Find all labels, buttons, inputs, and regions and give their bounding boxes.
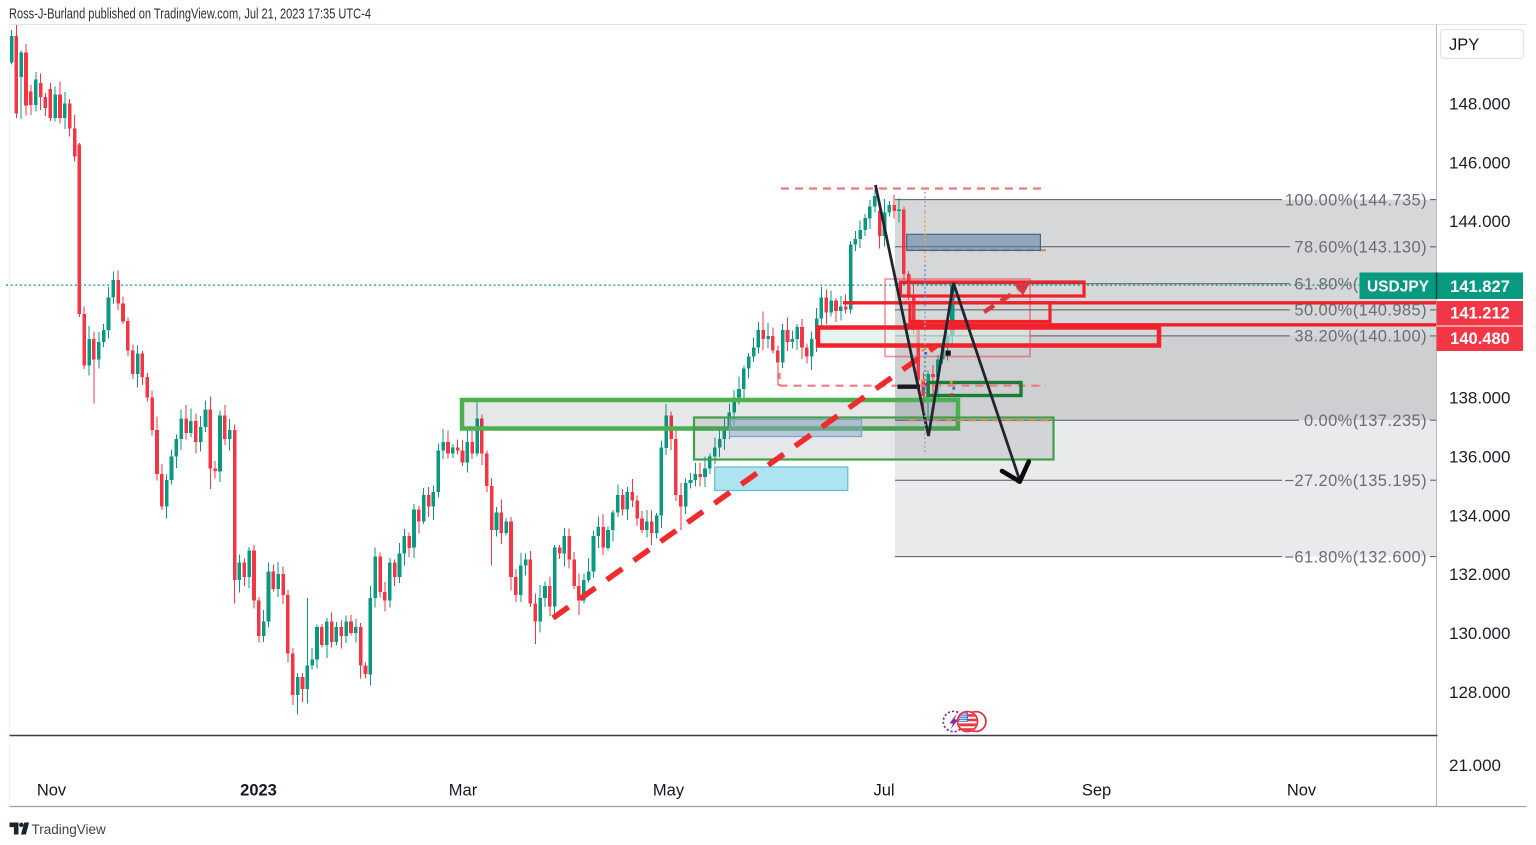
svg-text:138.000: 138.000: [1449, 389, 1510, 408]
svg-text:21.000: 21.000: [1449, 756, 1501, 775]
svg-text:128.000: 128.000: [1449, 683, 1510, 702]
svg-text:78.60%(143.130): 78.60%(143.130): [1294, 239, 1427, 257]
svg-text:141.827: 141.827: [1450, 278, 1510, 296]
svg-text:2023: 2023: [240, 782, 277, 800]
svg-text:Sep: Sep: [1082, 782, 1111, 800]
svg-text:132.000: 132.000: [1449, 565, 1510, 584]
svg-text:0.00%(137.235): 0.00%(137.235): [1304, 412, 1427, 430]
svg-text:USDJPY: USDJPY: [1367, 279, 1430, 296]
svg-text:100.00%(144.735): 100.00%(144.735): [1285, 191, 1427, 209]
svg-text:May: May: [653, 782, 685, 800]
svg-text:Mar: Mar: [449, 782, 478, 800]
svg-text:−61.80%(132.600): −61.80%(132.600): [1284, 548, 1427, 566]
svg-text:JPY: JPY: [1449, 36, 1479, 54]
svg-text:TradingView: TradingView: [32, 822, 107, 837]
svg-text:130.000: 130.000: [1449, 624, 1510, 643]
svg-text:50.00%(140.985): 50.00%(140.985): [1294, 302, 1427, 320]
svg-text:Jul: Jul: [873, 782, 894, 800]
svg-text:146.000: 146.000: [1449, 153, 1510, 172]
svg-text:Nov: Nov: [37, 782, 67, 800]
svg-text:136.000: 136.000: [1449, 448, 1510, 467]
svg-text:148.000: 148.000: [1449, 95, 1510, 114]
svg-text:141.212: 141.212: [1450, 305, 1510, 323]
svg-text:38.20%(140.100): 38.20%(140.100): [1294, 328, 1427, 346]
svg-text:Ross-J-Burland published on Tr: Ross-J-Burland published on TradingView.…: [9, 6, 371, 23]
svg-text:134.000: 134.000: [1449, 506, 1510, 525]
svg-text:−27.20%(135.195): −27.20%(135.195): [1284, 472, 1427, 490]
svg-text:140.480: 140.480: [1450, 330, 1510, 348]
svg-text:Nov: Nov: [1287, 782, 1317, 800]
svg-text:144.000: 144.000: [1449, 212, 1510, 231]
